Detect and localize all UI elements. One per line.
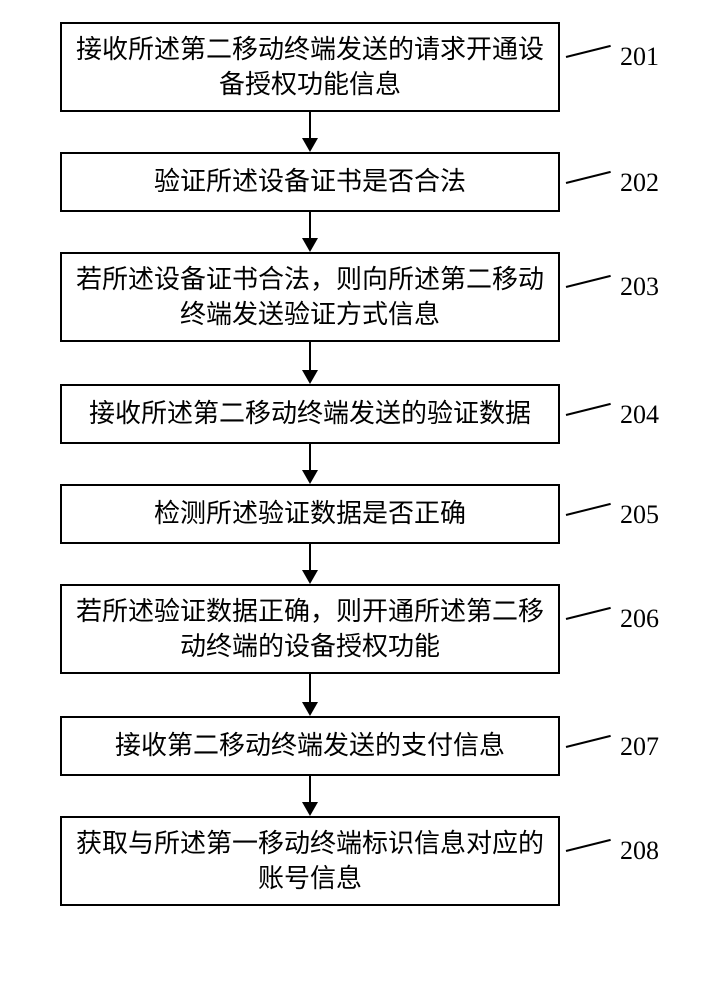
leader-line	[566, 735, 611, 748]
arrow-202-to-203	[295, 212, 325, 252]
step-label-204: 204	[566, 400, 659, 430]
step-label-208: 208	[566, 836, 659, 866]
step-number: 203	[620, 272, 659, 302]
leader-line	[566, 607, 611, 620]
step-number: 205	[620, 500, 659, 530]
leader-line	[566, 275, 611, 288]
leader-line	[566, 403, 611, 416]
leader-line	[566, 171, 611, 184]
step-box-208: 获取与所述第一移动终端标识信息对应的账号信息	[60, 816, 560, 906]
step-box-203: 若所述设备证书合法，则向所述第二移动终端发送验证方式信息	[60, 252, 560, 342]
step-number: 201	[620, 42, 659, 72]
flowchart-canvas: 接收所述第二移动终端发送的请求开通设备授权功能信息 201 验证所述设备证书是否合法…	[0, 0, 716, 1000]
step-text: 接收所述第二移动终端发送的验证数据	[89, 396, 531, 431]
arrow-207-to-208	[295, 776, 325, 816]
arrow-201-to-202	[295, 112, 325, 152]
step-number: 204	[620, 400, 659, 430]
step-label-203: 203	[566, 272, 659, 302]
step-number: 206	[620, 604, 659, 634]
step-number: 202	[620, 168, 659, 198]
step-text: 若所述设备证书合法，则向所述第二移动终端发送验证方式信息	[74, 262, 546, 332]
step-text: 接收所述第二移动终端发送的请求开通设备授权功能信息	[74, 32, 546, 102]
step-label-202: 202	[566, 168, 659, 198]
step-box-207: 接收第二移动终端发送的支付信息	[60, 716, 560, 776]
step-label-207: 207	[566, 732, 659, 762]
step-box-204: 接收所述第二移动终端发送的验证数据	[60, 384, 560, 444]
step-box-201: 接收所述第二移动终端发送的请求开通设备授权功能信息	[60, 22, 560, 112]
step-box-206: 若所述验证数据正确，则开通所述第二移动终端的设备授权功能	[60, 584, 560, 674]
step-label-206: 206	[566, 604, 659, 634]
leader-line	[566, 45, 611, 58]
leader-line	[566, 839, 611, 852]
step-label-201: 201	[566, 42, 659, 72]
leader-line	[566, 503, 611, 516]
step-box-202: 验证所述设备证书是否合法	[60, 152, 560, 212]
arrow-205-to-206	[295, 544, 325, 584]
step-text: 验证所述设备证书是否合法	[154, 164, 466, 199]
step-number: 208	[620, 836, 659, 866]
arrow-203-to-204	[295, 342, 325, 384]
step-label-205: 205	[566, 500, 659, 530]
step-text: 若所述验证数据正确，则开通所述第二移动终端的设备授权功能	[74, 594, 546, 664]
step-number: 207	[620, 732, 659, 762]
arrow-204-to-205	[295, 444, 325, 484]
arrow-206-to-207	[295, 674, 325, 716]
step-box-205: 检测所述验证数据是否正确	[60, 484, 560, 544]
step-text: 获取与所述第一移动终端标识信息对应的账号信息	[74, 826, 546, 896]
step-text: 接收第二移动终端发送的支付信息	[115, 728, 505, 763]
step-text: 检测所述验证数据是否正确	[154, 496, 466, 531]
